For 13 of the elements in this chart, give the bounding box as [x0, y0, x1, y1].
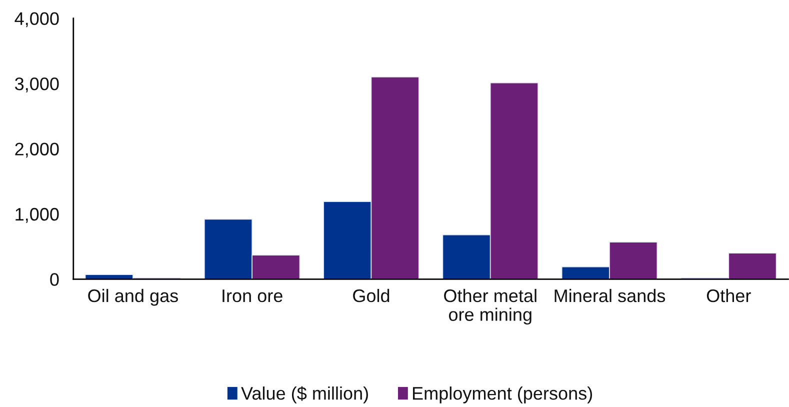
x-tick-label: Oil and gas	[88, 288, 178, 306]
x-tick-label: Gold	[353, 288, 390, 302]
y-tick-label: 1,000	[16, 208, 59, 223]
x-tick-label: Other metal ore mining	[444, 288, 536, 325]
legend-label: Employment (persons)	[412, 386, 592, 404]
y-tick-label: 2,000	[15, 142, 59, 158]
x-tick-label: Other	[706, 288, 751, 302]
y-tick-label: 0	[50, 273, 59, 286]
x-tick-label: Iron ore	[222, 290, 282, 302]
x-tick-label: Mineral sands	[554, 288, 666, 302]
y-tick-label: 4,000	[14, 12, 59, 28]
legend-label: Value ($ million)	[241, 386, 368, 404]
y-tick-label: 3,000	[15, 77, 59, 92]
